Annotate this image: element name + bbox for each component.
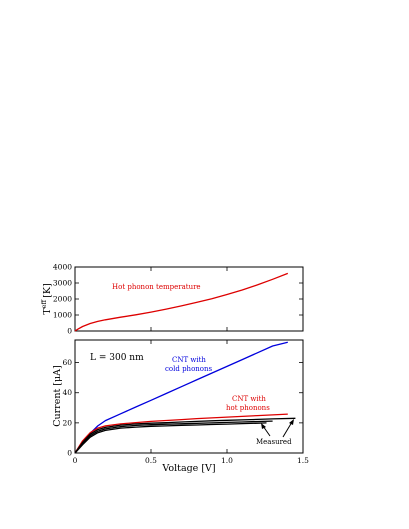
cold-phonon-annotation-line1: CNT with <box>172 356 206 364</box>
hot-phonon-label-line1: CNT with <box>232 395 266 403</box>
bottom-series-line-1 <box>74 413 288 454</box>
measured-arrows <box>261 419 294 438</box>
hot-phonon-annotation: Hot phonon temperature <box>112 283 201 291</box>
top-y-tick-label: 2000 <box>53 295 72 304</box>
bottom-x-axis-label: Voltage [V] <box>161 463 215 474</box>
bottom-y-tick-label: 60 <box>62 358 72 367</box>
top-y-tick-label: 3000 <box>53 279 72 288</box>
bottom-plot-frame <box>74 339 304 454</box>
measured-arrowhead-right <box>289 419 294 425</box>
bottom-y-ticks: 0 20 40 60 <box>62 358 303 458</box>
bottom-x-tick-label: 0.5 <box>145 456 157 465</box>
top-y-tick-label: 4000 <box>53 263 72 272</box>
bottom-y-tick-label: 0 <box>67 449 72 458</box>
bottom-series-line-0 <box>74 341 288 454</box>
hot-phonon-label-line2: hot phonons <box>226 404 270 412</box>
top-series-group <box>74 272 289 332</box>
bottom-x-tick-label: 0 <box>73 456 78 465</box>
length-annotation: L = 300 nm <box>90 353 144 363</box>
bottom-y-tick-label: 20 <box>62 418 72 427</box>
top-panel: 0 1000 2000 3000 4000 Hot phonon temperature… <box>40 263 304 336</box>
bottom-series-line-3 <box>74 420 273 454</box>
bottom-series-line-2 <box>74 417 296 454</box>
bottom-y-tick-label: 40 <box>62 388 72 397</box>
measured-annotation: Measured <box>256 438 292 446</box>
bottom-x-tick-label: 1.5 <box>297 456 309 465</box>
top-y-axis-label: Teff[K] <box>40 283 53 314</box>
top-plot-frame <box>74 266 304 332</box>
top-y-ticks: 0 1000 2000 3000 4000 <box>53 263 303 336</box>
bottom-x-ticks: 0 0.5 1.0 1.5 <box>73 340 309 465</box>
measured-arrow-right <box>282 421 293 438</box>
cold-phonon-annotation-line2: cold phonons <box>165 365 213 373</box>
top-series-line-0 <box>74 272 289 332</box>
bottom-series-line-4 <box>74 422 267 454</box>
measured-arrowhead-left <box>261 423 266 429</box>
top-y-tick-label: 0 <box>67 327 72 336</box>
bottom-y-axis-label: Current [μA] <box>52 365 63 427</box>
bottom-panel: 0 20 40 60 0 0.5 1.0 1.5 L = 300 nm CNT with c… <box>52 339 309 474</box>
top-y-tick-label: 1000 <box>53 311 72 320</box>
bottom-x-tick-label: 1.0 <box>221 456 233 465</box>
bottom-series-group <box>74 341 296 454</box>
top-x-ticks <box>74 267 304 331</box>
